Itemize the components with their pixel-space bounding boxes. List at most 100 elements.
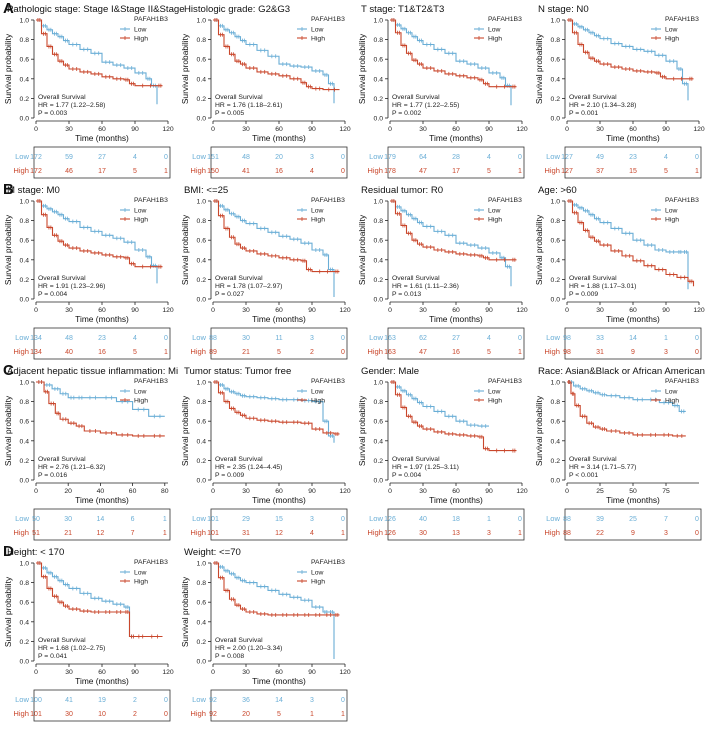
y-tick-label: 0.4 xyxy=(197,619,207,626)
km-curve-low xyxy=(390,19,512,106)
km-panel-1: Pathologic stage: Stage I&Stage II&Stage… xyxy=(3,4,185,179)
risk-count-low: 0 xyxy=(518,516,522,523)
risk-table-frame xyxy=(387,327,525,360)
y-tick-label: 0.4 xyxy=(374,257,384,264)
risk-row-label-low: Low xyxy=(192,333,206,342)
risk-table-frame xyxy=(210,508,348,541)
x-axis-label: Time (months) xyxy=(606,495,660,505)
km-panel-2: Histologic grade: G2&G3 0.0 0.2 0.4 0.6 0.8 1.… xyxy=(180,4,351,179)
legend-title: PAFAH1B3 xyxy=(311,16,345,23)
x-tick-label: 120 xyxy=(162,307,174,314)
risk-count-high: 5 xyxy=(277,349,281,356)
km-panel-4: N stage: N0 0.0 0.2 0.4 0.6 0.8 1.0 Survival pr… xyxy=(534,4,705,179)
y-axis-label: Survival probability xyxy=(3,214,13,285)
y-tick-label: 1.0 xyxy=(551,199,561,206)
y-tick-label: 0.4 xyxy=(551,76,561,83)
risk-count-low: 1 xyxy=(487,516,491,523)
p-value: P = 0.001 xyxy=(569,110,598,117)
risk-count-high: 89 xyxy=(209,349,217,356)
y-tick-label: 0.0 xyxy=(20,478,30,485)
risk-count-low: 48 xyxy=(242,154,250,161)
panel-title: Height: < 170 xyxy=(7,547,64,558)
x-tick-label: 60 xyxy=(629,126,637,133)
y-tick-label: 0.4 xyxy=(20,257,30,264)
risk-count-low: 4 xyxy=(133,154,137,161)
x-tick-label: 60 xyxy=(452,307,460,314)
y-tick-label: 0.2 xyxy=(197,96,207,103)
x-tick-label: 0 xyxy=(388,488,392,495)
km-curve-low xyxy=(390,200,512,287)
risk-count-high: 1 xyxy=(341,711,345,718)
risk-count-high: 30 xyxy=(419,530,427,537)
x-axis-label: Time (months) xyxy=(75,495,129,505)
risk-count-high: 47 xyxy=(419,168,427,175)
risk-count-low: 36 xyxy=(242,697,250,704)
legend-title: PAFAH1B3 xyxy=(134,197,168,204)
y-tick-label: 0.4 xyxy=(551,257,561,264)
x-axis-label: Time (months) xyxy=(606,133,660,143)
risk-count-high: 12 xyxy=(96,530,104,537)
km-curve-high xyxy=(36,562,163,638)
risk-count-high: 13 xyxy=(452,530,460,537)
legend-low-label: Low xyxy=(311,389,324,396)
x-tick-label: 120 xyxy=(693,307,705,314)
risk-row-label-low: Low xyxy=(192,695,206,704)
y-axis-label: Survival probability xyxy=(534,395,544,466)
risk-count-low: 64 xyxy=(419,154,427,161)
risk-count-high: 1 xyxy=(310,711,314,718)
risk-table-frame xyxy=(564,327,702,360)
p-value: P = 0.004 xyxy=(38,291,67,298)
risk-table-frame xyxy=(210,146,348,179)
p-value: P < 0.001 xyxy=(569,472,598,479)
risk-count-low: 48 xyxy=(65,335,73,342)
x-tick-label: 30 xyxy=(419,126,427,133)
risk-count-high: 16 xyxy=(275,168,283,175)
risk-count-high: 5 xyxy=(277,711,281,718)
risk-count-high: 2 xyxy=(310,349,314,356)
risk-row-label-low: Low xyxy=(15,695,29,704)
y-tick-label: 0.8 xyxy=(374,218,384,225)
y-tick-label: 0.2 xyxy=(551,458,561,465)
y-tick-label: 0.6 xyxy=(374,419,384,426)
risk-count-high: 2 xyxy=(133,711,137,718)
risk-count-low: 28 xyxy=(452,154,460,161)
risk-count-low: 14 xyxy=(96,516,104,523)
x-tick-label: 0 xyxy=(34,307,38,314)
x-tick-label: 120 xyxy=(339,307,351,314)
hazard-ratio: HR = 1.77 (1.22–2.58) xyxy=(38,102,105,109)
y-tick-label: 1.0 xyxy=(197,199,207,206)
risk-table-frame xyxy=(387,146,525,179)
stat-title: Overall Survival xyxy=(392,275,440,282)
risk-count-high: 15 xyxy=(629,168,637,175)
risk-row-label-low: Low xyxy=(546,514,560,523)
y-axis-label: Survival probability xyxy=(180,214,190,285)
x-tick-label: 50 xyxy=(629,488,637,495)
x-tick-label: 30 xyxy=(242,669,250,676)
stat-title: Overall Survival xyxy=(569,275,617,282)
risk-count-low: 20 xyxy=(275,154,283,161)
x-tick-label: 30 xyxy=(419,307,427,314)
risk-count-low: 0 xyxy=(341,516,345,523)
km-curve-low xyxy=(213,19,335,104)
x-axis-label: Time (months) xyxy=(75,676,129,686)
x-tick-label: 90 xyxy=(308,307,316,314)
risk-count-high: 1 xyxy=(164,349,168,356)
x-tick-label: 60 xyxy=(98,669,106,676)
panel-title: Histologic grade: G2&G3 xyxy=(184,4,290,15)
risk-count-high: 41 xyxy=(242,168,250,175)
x-tick-label: 90 xyxy=(308,488,316,495)
risk-count-low: 27 xyxy=(452,335,460,342)
x-tick-label: 60 xyxy=(275,669,283,676)
risk-row-label-high: High xyxy=(13,709,29,718)
stat-title: Overall Survival xyxy=(215,275,263,282)
risk-count-high: 3 xyxy=(664,530,668,537)
stat-title: Overall Survival xyxy=(215,456,263,463)
x-tick-label: 90 xyxy=(131,126,139,133)
legend-high-label: High xyxy=(488,36,502,43)
x-tick-label: 30 xyxy=(419,488,427,495)
x-tick-label: 0 xyxy=(34,126,38,133)
risk-count-low: 0 xyxy=(518,154,522,161)
risk-count-low: 0 xyxy=(341,335,345,342)
risk-row-label-low: Low xyxy=(192,152,206,161)
km-curve-low xyxy=(36,562,135,638)
